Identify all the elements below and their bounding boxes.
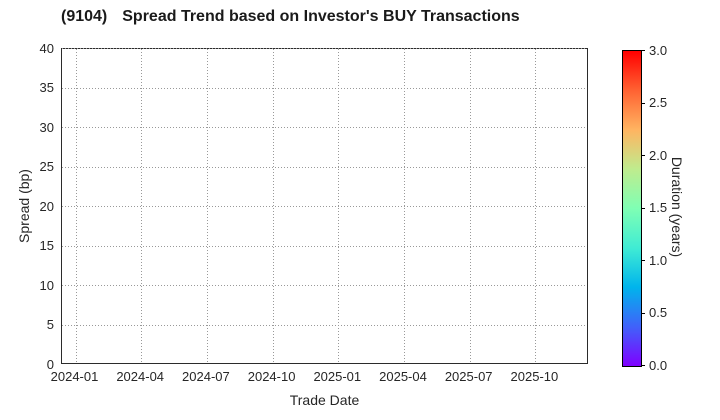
gridline-vertical <box>206 49 208 363</box>
colorbar-tick-mark <box>641 260 645 261</box>
y-tick-label: 10 <box>39 277 54 293</box>
gridline-vertical <box>272 49 274 363</box>
gridline-horizontal <box>62 166 587 168</box>
x-tick-label: 2025-10 <box>510 369 559 384</box>
ticker-code: (9104) <box>61 8 108 25</box>
colorbar-tick-mark <box>641 102 645 104</box>
colorbar-tick-mark <box>641 365 645 366</box>
y-tick-label: 25 <box>39 159 54 174</box>
y-tick-label: 30 <box>39 119 54 135</box>
colorbar-tick-label: 2.5 <box>649 95 668 110</box>
chart-title: (9104) Spread Trend based on Investor's B… <box>61 8 520 26</box>
x-axis-title: Trade Date <box>289 392 360 408</box>
gridline-vertical <box>404 49 405 363</box>
x-tick-label: 2024-10 <box>247 369 296 384</box>
gridline-horizontal <box>62 245 587 247</box>
y-tick-label: 20 <box>39 198 54 214</box>
colorbar <box>622 50 642 367</box>
x-tick-label: 2024-07 <box>182 369 230 384</box>
colorbar-tick-label: 1.0 <box>649 252 668 268</box>
plot-area <box>61 48 588 364</box>
gridline-horizontal <box>62 285 587 286</box>
colorbar-tick-mark <box>641 155 645 156</box>
colorbar-tick-mark <box>641 207 645 209</box>
x-tick-label: 2025-04 <box>379 369 427 384</box>
y-tick-label: 5 <box>46 317 54 332</box>
gridline-horizontal <box>62 127 587 128</box>
x-tick-label: 2024-01 <box>50 369 99 384</box>
colorbar-tick-label: 1.5 <box>649 200 668 215</box>
gridline-vertical <box>338 49 340 363</box>
y-tick-label: 0 <box>46 356 54 372</box>
gridline-vertical <box>141 49 143 363</box>
gridline-horizontal <box>62 48 587 49</box>
colorbar-title: Duration (years) <box>669 156 685 258</box>
colorbar-tick-mark <box>641 312 645 314</box>
chart-title-text: Spread Trend based on Investor's BUY Tra… <box>122 8 520 25</box>
colorbar-tick-mark <box>641 50 645 51</box>
gridline-vertical <box>469 49 471 363</box>
x-tick-label: 2025-01 <box>313 369 362 384</box>
y-tick-label: 40 <box>39 40 54 56</box>
gridline-horizontal <box>62 87 587 89</box>
gridline-horizontal <box>62 324 587 326</box>
gridline-vertical <box>535 49 537 363</box>
colorbar-tick-label: 3.0 <box>649 42 668 58</box>
y-tick-label: 35 <box>39 80 54 95</box>
colorbar-tick-label: 0.0 <box>649 357 668 373</box>
x-tick-label: 2025-07 <box>444 369 493 384</box>
colorbar-tick-label: 2.0 <box>649 147 668 163</box>
x-tick-label: 2024-04 <box>116 369 165 384</box>
gridline-horizontal <box>62 206 587 207</box>
colorbar-tick-label: 0.5 <box>649 305 668 320</box>
gridline-vertical <box>75 49 77 363</box>
y-tick-label: 15 <box>39 238 54 253</box>
